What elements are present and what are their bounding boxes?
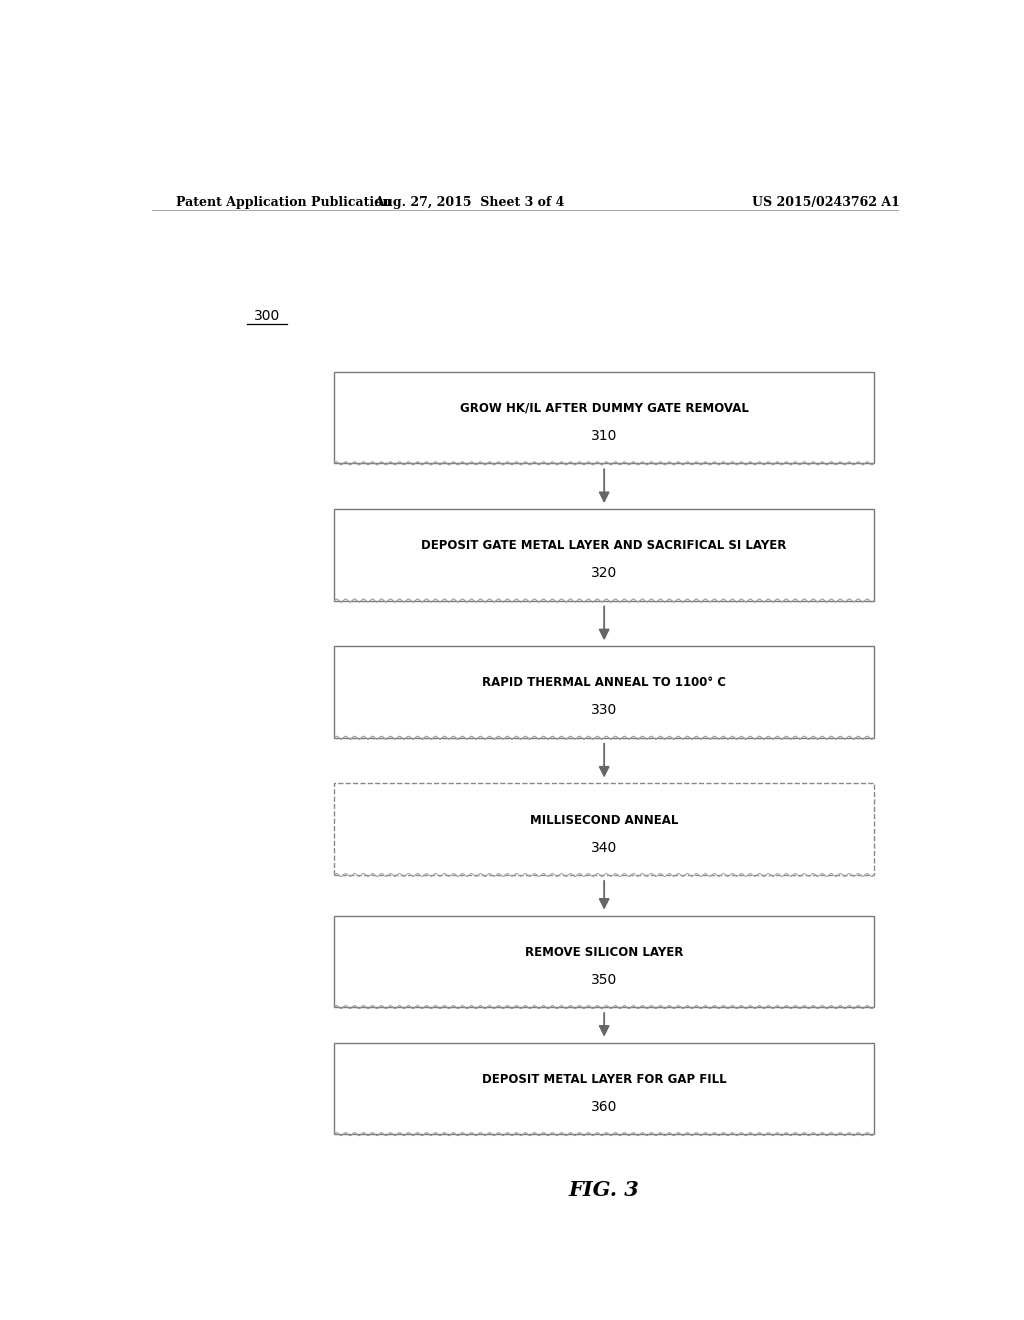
Text: Aug. 27, 2015  Sheet 3 of 4: Aug. 27, 2015 Sheet 3 of 4	[374, 195, 564, 209]
Text: 350: 350	[591, 973, 617, 986]
Bar	[334, 916, 873, 1007]
Text: MILLISECOND ANNEAL: MILLISECOND ANNEAL	[530, 813, 678, 826]
Text: GROW HK/IL AFTER DUMMY GATE REMOVAL: GROW HK/IL AFTER DUMMY GATE REMOVAL	[460, 401, 749, 414]
Text: 320: 320	[591, 566, 617, 579]
Text: RAPID THERMAL ANNEAL TO 1100° C: RAPID THERMAL ANNEAL TO 1100° C	[482, 676, 726, 689]
Bar	[334, 510, 873, 601]
Bar	[334, 1043, 873, 1134]
Text: US 2015/0243762 A1: US 2015/0243762 A1	[753, 195, 900, 209]
Text: 330: 330	[591, 704, 617, 717]
Text: FIG. 3: FIG. 3	[568, 1180, 640, 1200]
Text: 360: 360	[591, 1100, 617, 1114]
Text: 310: 310	[591, 429, 617, 444]
Text: 340: 340	[591, 841, 617, 854]
Text: Patent Application Publication: Patent Application Publication	[176, 195, 391, 209]
Text: REMOVE SILICON LAYER: REMOVE SILICON LAYER	[525, 945, 683, 958]
Text: DEPOSIT GATE METAL LAYER AND SACRIFICAL SI LAYER: DEPOSIT GATE METAL LAYER AND SACRIFICAL …	[422, 539, 786, 552]
Bar	[334, 372, 873, 463]
Bar	[334, 647, 873, 738]
Text: 300: 300	[254, 309, 280, 323]
Text: DEPOSIT METAL LAYER FOR GAP FILL: DEPOSIT METAL LAYER FOR GAP FILL	[482, 1073, 726, 1086]
Bar	[334, 784, 873, 875]
